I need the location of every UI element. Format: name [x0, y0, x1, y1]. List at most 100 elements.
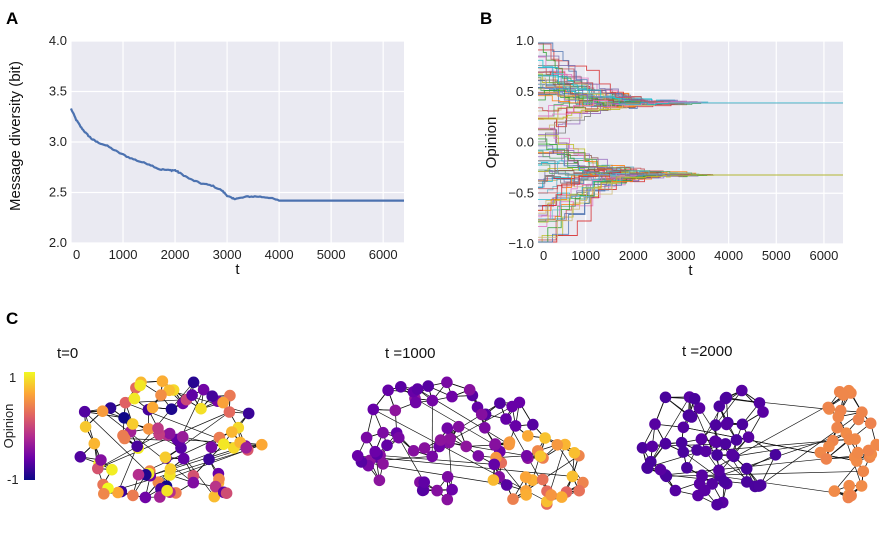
opinion-trajectory	[538, 59, 843, 105]
network-node	[78, 405, 91, 418]
network-node	[472, 450, 485, 462]
network-node	[208, 490, 221, 503]
network-edge	[208, 447, 247, 460]
network-node	[753, 480, 765, 492]
network-node	[852, 446, 864, 459]
network-node	[709, 419, 722, 431]
network-node	[850, 455, 863, 467]
network-node	[720, 391, 733, 404]
network-node	[411, 383, 424, 395]
network-node	[500, 479, 513, 491]
network-node	[242, 407, 255, 420]
network-node	[460, 440, 473, 453]
network-node	[691, 444, 703, 456]
network-node	[389, 404, 402, 417]
network-node	[837, 389, 850, 401]
x-tick-label: 5000	[762, 248, 791, 263]
network-node	[240, 442, 252, 454]
network-node	[677, 421, 690, 434]
x-tick-label: 1000	[571, 248, 600, 263]
network-node	[393, 431, 405, 444]
x-tick-label: 3000	[667, 248, 696, 263]
y-tick-label: 1.0	[516, 33, 534, 48]
network-node	[520, 450, 533, 462]
network-node	[479, 422, 491, 434]
network-node	[700, 445, 712, 458]
network-node	[226, 426, 238, 438]
opinion-trajectories	[538, 42, 843, 243]
network-node	[488, 458, 501, 471]
network-edge	[760, 411, 863, 486]
network-node	[152, 422, 164, 435]
network-node	[131, 440, 143, 453]
network-0	[74, 375, 268, 504]
y-tick-label: 3.5	[49, 84, 67, 99]
network-node	[823, 440, 835, 453]
network-node	[119, 396, 132, 409]
network-title-t1000: t =1000	[385, 345, 435, 362]
network-title-t2000: t =2000	[682, 343, 732, 360]
network-node	[165, 403, 178, 416]
x-tick-label: 0	[540, 248, 547, 263]
network-node	[382, 384, 394, 397]
network-edge	[448, 442, 453, 490]
network-node	[677, 446, 690, 458]
network-node	[373, 474, 386, 487]
network-node	[446, 390, 458, 403]
opinion-trajectory	[538, 55, 843, 104]
network-edge	[97, 434, 160, 469]
network-node	[828, 485, 841, 497]
network-edge	[137, 382, 194, 449]
y-tick-label: −0.5	[508, 185, 534, 200]
diversity-chart: 0 1000 2000 3000 4000 5000 6000 2.0 2.5 3.0 3.5 4.…	[7, 33, 404, 278]
network-node	[209, 480, 222, 493]
network-node	[203, 453, 215, 466]
panel-label-a: A	[6, 9, 18, 28]
diversity-series	[69, 108, 404, 202]
network-node	[509, 420, 522, 432]
network-node	[555, 491, 568, 503]
diversity-x-label: t	[235, 261, 240, 278]
network-node	[641, 462, 654, 474]
network-node	[441, 422, 454, 435]
network-node	[696, 470, 708, 483]
network-node	[507, 493, 519, 505]
network-node	[536, 473, 549, 486]
network-node	[134, 379, 146, 392]
network-node	[418, 476, 431, 489]
network-node	[88, 437, 101, 450]
network-edge	[834, 450, 869, 492]
network-edge	[117, 446, 138, 493]
network-node	[688, 393, 701, 405]
network-nodes	[74, 375, 268, 504]
network-title-t0: t=0	[57, 345, 78, 362]
network-node	[494, 397, 506, 410]
network-node	[726, 448, 738, 461]
opinion-trajectory	[538, 149, 843, 176]
network-node	[742, 431, 755, 444]
network-node	[649, 418, 661, 430]
network-edge	[97, 411, 230, 469]
network-edge	[169, 389, 249, 414]
network-node	[545, 489, 557, 501]
network-node	[769, 449, 782, 461]
y-tick-label: 0.5	[516, 84, 534, 99]
network-node	[551, 439, 564, 451]
network-node	[699, 484, 711, 497]
network-node	[675, 436, 688, 449]
x-tick-label: 4000	[265, 247, 294, 262]
network-node	[519, 471, 532, 483]
network-edge	[733, 440, 833, 457]
network-node	[654, 463, 667, 476]
network-node	[856, 406, 868, 419]
network-node	[463, 384, 476, 396]
network-node	[845, 489, 857, 502]
network-node	[223, 406, 236, 418]
network-node	[422, 380, 435, 392]
opinion-x-ticks: 0 1000 2000 3000 4000 5000 6000	[540, 248, 838, 263]
network-node	[434, 434, 447, 446]
panel-label-b: B	[480, 9, 492, 28]
network-node	[156, 375, 169, 388]
network-node	[112, 486, 124, 499]
